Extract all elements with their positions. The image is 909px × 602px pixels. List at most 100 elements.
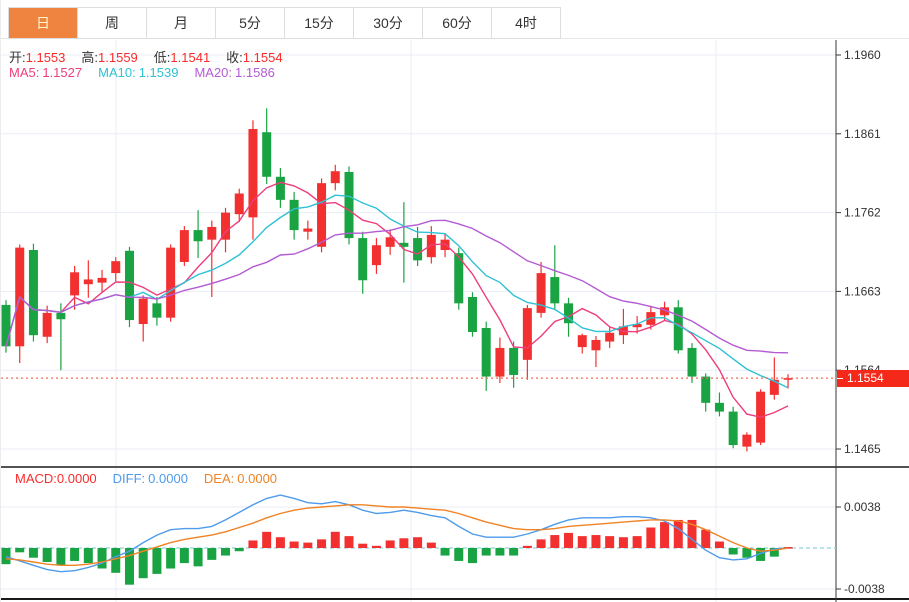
tab-5min[interactable]: 5分 <box>216 8 285 38</box>
tab-month[interactable]: 月 <box>147 8 216 38</box>
macd-bar <box>289 541 299 548</box>
candle-body <box>234 193 244 215</box>
tab-30min[interactable]: 30分 <box>354 8 423 38</box>
ma5-label: MA5: <box>9 65 40 80</box>
macd-bar <box>481 548 491 556</box>
macd-bar <box>509 548 519 556</box>
candle-body <box>111 261 121 274</box>
candle-body <box>289 199 299 231</box>
ma20-line <box>5 219 789 354</box>
macd-bar <box>15 548 25 553</box>
macd-bar <box>632 536 642 548</box>
macd-bar <box>262 531 272 548</box>
macd-bar <box>1 548 11 565</box>
dea-value: 0.0000 <box>237 471 278 486</box>
tab-15min[interactable]: 15分 <box>285 8 354 38</box>
tab-4hour[interactable]: 4时 <box>492 8 560 38</box>
tab-label: 4时 <box>515 15 537 31</box>
macd-bar <box>371 545 381 548</box>
macd-bar <box>618 537 628 548</box>
candle-body <box>138 298 148 325</box>
macd-bar <box>138 548 148 579</box>
current-price-value: 1.1554 <box>847 371 884 385</box>
price-tick-label: 1.1663 <box>844 284 881 298</box>
macd-bar <box>728 548 738 555</box>
tab-label: 周 <box>105 15 119 31</box>
candle-body <box>509 347 519 375</box>
candle-body <box>495 347 505 377</box>
candle-body <box>358 238 368 281</box>
high-value: 1.1559 <box>98 50 138 65</box>
candle-body <box>344 172 354 239</box>
tab-label: 60分 <box>442 15 472 31</box>
macd-bar <box>701 529 711 548</box>
candle-body <box>591 339 601 351</box>
diff-label: DIFF: <box>112 471 146 486</box>
candle-body <box>28 250 38 336</box>
macd-bar <box>605 536 615 548</box>
macd-bar <box>221 548 231 556</box>
macd-bar <box>56 548 66 566</box>
candle-body <box>769 379 779 395</box>
macd-bar <box>769 548 779 557</box>
macd-bar <box>97 548 107 569</box>
macd-bar <box>591 535 601 548</box>
macd-bar <box>303 542 313 548</box>
macd-bar <box>152 548 162 574</box>
candle-body <box>275 176 285 200</box>
macd-tick-label: -0.0038 <box>844 582 885 596</box>
candle-body <box>303 228 313 232</box>
macd-bar <box>673 519 683 548</box>
macd-bar <box>248 540 258 548</box>
price-tick-label: 1.1465 <box>844 442 881 456</box>
macd-bar <box>646 527 656 548</box>
macd-bar <box>207 548 217 560</box>
macd-bar <box>550 535 560 548</box>
candle-body <box>673 307 683 351</box>
macd-bar <box>28 548 38 558</box>
tab-label: 30分 <box>373 15 403 31</box>
ma20-label: MA20: <box>194 65 233 80</box>
macd-bar <box>440 548 450 556</box>
macd-bar <box>317 539 327 548</box>
open-value: 1.1553 <box>25 50 66 65</box>
macd-bar <box>454 548 464 561</box>
macd-bar <box>687 519 697 548</box>
high-label: 高: <box>81 50 99 65</box>
tab-week[interactable]: 周 <box>78 8 147 38</box>
macd-label: MACD: <box>15 471 57 486</box>
tab-60min[interactable]: 60分 <box>423 8 492 38</box>
macd-bar <box>193 548 203 567</box>
ma5-line <box>5 181 789 418</box>
macd-value: 0.0000 <box>56 471 97 486</box>
macd-bar <box>111 548 121 573</box>
macd-bar <box>467 548 477 564</box>
candle-body <box>714 402 724 412</box>
macd-bar <box>564 532 574 548</box>
ma20-value: 1.1586 <box>235 65 275 80</box>
diff-value: 0.0000 <box>148 471 188 486</box>
ma5-value: 1.1527 <box>42 65 83 80</box>
candle-body <box>426 234 436 258</box>
macd-bar <box>124 548 134 585</box>
candle-body <box>1 304 11 347</box>
candle-body <box>522 308 532 360</box>
candle-body <box>467 296 477 332</box>
candle-body <box>660 307 670 316</box>
candle-body <box>42 312 52 337</box>
candle-body <box>783 378 793 380</box>
candle-body <box>70 272 80 296</box>
ma10-line <box>5 194 789 389</box>
macd-bar <box>495 548 505 556</box>
macd-bar <box>536 539 546 548</box>
candle-body <box>440 239 450 251</box>
tab-label: 5分 <box>239 15 261 31</box>
candle-body <box>193 230 203 242</box>
candle-body <box>564 303 574 324</box>
candle-body <box>262 132 272 177</box>
tab-day[interactable]: 日 <box>9 8 78 38</box>
macd-bar <box>522 545 532 548</box>
macd-chart[interactable]: 0.0038 -0.0038 <box>1 466 909 602</box>
